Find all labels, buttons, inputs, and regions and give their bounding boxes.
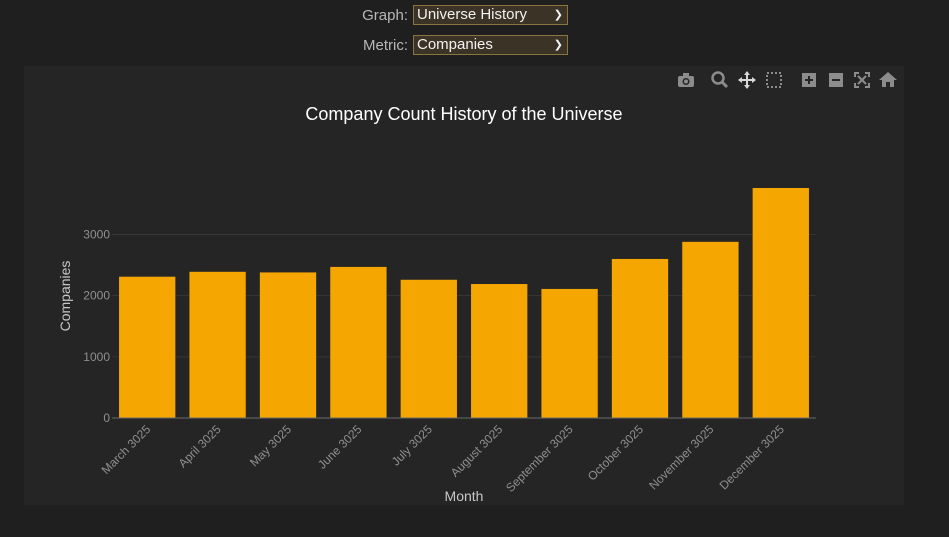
bar[interactable] [259,272,317,418]
bar[interactable] [541,288,598,418]
y-tick-label: 3000 [83,227,110,241]
pan-icon[interactable] [737,70,757,90]
home-icon[interactable] [878,70,898,90]
chart-title: Company Count History of the Universe [305,104,623,124]
y-tick-label: 1000 [83,350,110,364]
y-tick-label: 0 [103,411,110,425]
bar[interactable] [611,258,669,418]
bar[interactable] [752,188,809,418]
graph-select-value: Universe History [417,6,528,23]
metric-select[interactable]: Companies ❯ [413,35,568,55]
metric-control: Metric: Companies ❯ [0,35,949,57]
x-tick-label: August 3025 [448,422,506,480]
x-tick-label: December 3025 [717,422,788,493]
metric-label: Metric: [363,37,408,54]
chevron-down-icon: ❯ [553,39,563,51]
x-tick-label: July 3025 [389,422,435,468]
x-tick-label: November 3025 [646,422,717,493]
box-select-icon[interactable] [764,70,784,90]
graph-control: Graph: Universe History ❯ [0,5,949,27]
camera-icon[interactable] [676,70,696,90]
x-tick-label: May 3025 [247,422,294,469]
x-tick-label: April 3025 [176,422,224,470]
x-tick-label: June 3025 [315,422,365,472]
x-axis-title: Month [445,488,484,504]
zoom-out-icon[interactable] [826,70,846,90]
graph-label: Graph: [362,7,408,24]
y-tick-label: 2000 [83,289,110,303]
y-axis-title: Companies [57,261,73,332]
bar[interactable] [682,241,739,418]
zoom-in-icon[interactable] [799,70,819,90]
bar[interactable] [330,266,387,418]
bar[interactable] [471,284,528,418]
autoscale-icon[interactable] [852,70,872,90]
bar[interactable] [400,279,457,418]
bar[interactable] [189,271,246,418]
modebar [672,70,902,90]
zoom-icon[interactable] [710,70,730,90]
chevron-down-icon: ❯ [553,9,563,21]
graph-select[interactable]: Universe History ❯ [413,5,568,25]
bars-layer [119,188,809,418]
bar[interactable] [119,276,176,418]
x-tick-label: October 3025 [585,422,647,484]
metric-select-value: Companies [417,36,493,53]
x-tick-label: September 3025 [503,422,576,495]
x-tick-label: March 3025 [99,422,154,477]
